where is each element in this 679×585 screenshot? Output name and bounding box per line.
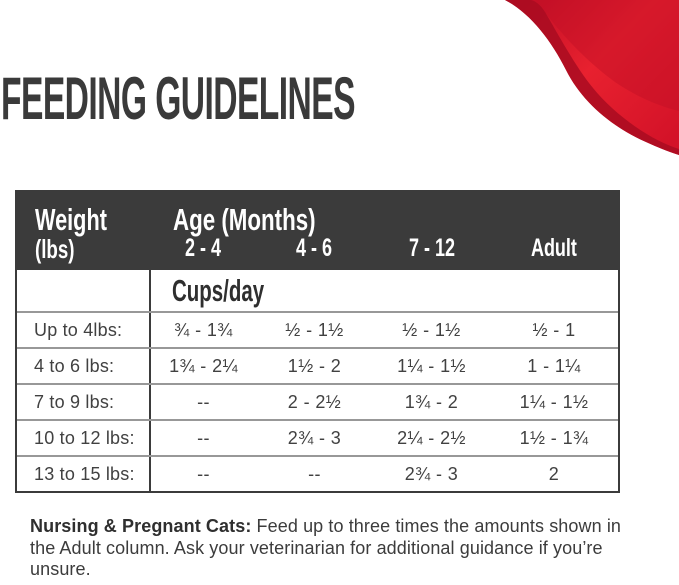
age-col-4-6-label: 4 - 6 (296, 234, 333, 262)
row-value-cell: 2 - 2½ (287, 391, 342, 412)
table-row: 7 to 9 lbs: -- 2 - 2½ 1¾ - 2 1¼ - 1½ (17, 383, 618, 419)
nursing-pregnant-footnote: Nursing & Pregnant Cats: Feed up to thre… (30, 516, 644, 581)
row-weight-label: 13 to 15 lbs: (17, 457, 151, 491)
age-months-label: Age (Months) (173, 202, 316, 237)
age-col-adult: Adult (490, 234, 618, 270)
row-value-cell: 2¼ - 2½ (397, 427, 466, 448)
row-value-cell: ½ - 1½ (402, 319, 461, 340)
row-value-cell: 1 - 1¼ (527, 355, 581, 376)
units-row: Cups/day (17, 270, 618, 311)
footnote-bold-lead: Nursing & Pregnant Cats: (30, 516, 252, 536)
row-value-cell: 2¾ - 3 (404, 463, 459, 484)
row-value-cell: 1¾ - 2 (404, 391, 459, 412)
weight-units-label: (lbs) (35, 234, 75, 264)
age-months-header: Age (Months) (151, 192, 618, 237)
units-label-cell: Cups/day (151, 273, 618, 309)
footnote-text: Feed up to three times the amounts shown… (30, 516, 622, 579)
weight-units-header: (lbs) (17, 234, 151, 270)
row-value-cell: 1½ - 2 (287, 355, 342, 376)
row-value-cell: 2 (548, 463, 560, 484)
table-row: Up to 4lbs: ¾ - 1¾ ½ - 1½ ½ - 1½ ½ - 1 (17, 311, 618, 347)
age-col-4-6: 4 - 6 (256, 234, 373, 270)
feeding-guidelines-table: Weight (lbs) Age (Months) 2 - 4 4 - 6 7 … (15, 190, 620, 493)
row-value-cell: 1½ - 1¾ (519, 427, 589, 448)
row-weight-label: 4 to 6 lbs: (17, 349, 151, 383)
row-value-cell: -- (197, 463, 210, 484)
age-col-2-4-label: 2 - 4 (185, 234, 222, 262)
row-value-cell: ½ - 1 (532, 319, 576, 340)
table-header: Weight (lbs) Age (Months) 2 - 4 4 - 6 7 … (17, 192, 618, 270)
row-weight-label: 10 to 12 lbs: (17, 421, 151, 455)
row-value-cell: 1¼ - 1½ (519, 391, 589, 412)
row-weight-label: Up to 4lbs: (17, 313, 151, 347)
age-col-7-12-label: 7 - 12 (408, 234, 455, 262)
weight-header-label: Weight (35, 202, 107, 237)
age-col-2-4: 2 - 4 (151, 234, 256, 270)
table-row: 10 to 12 lbs: -- 2¾ - 3 2¼ - 2½ 1½ - 1¾ (17, 419, 618, 455)
row-value-cell: 1¼ - 1½ (397, 355, 466, 376)
age-col-7-12: 7 - 12 (373, 234, 490, 270)
page-title: FEEDING GUIDELINES (1, 65, 356, 132)
row-value-cell: -- (197, 391, 210, 412)
table-body: Up to 4lbs: ¾ - 1¾ ½ - 1½ ½ - 1½ ½ - 1 4… (17, 311, 618, 491)
row-value-cell: 1¾ - 2¼ (169, 355, 238, 376)
age-col-adult-label: Adult (531, 234, 577, 262)
row-value-cell: -- (197, 427, 210, 448)
table-row: 4 to 6 lbs: 1¾ - 2¼ 1½ - 2 1¼ - 1½ 1 - 1… (17, 347, 618, 383)
weight-column-header: Weight (17, 192, 151, 237)
row-value-cell: ½ - 1½ (285, 319, 344, 340)
cups-per-day-label: Cups/day (172, 272, 265, 308)
table-row: 13 to 15 lbs: -- -- 2¾ - 3 2 (17, 455, 618, 491)
row-value-cell: 2¾ - 3 (287, 427, 342, 448)
row-value-cell: ¾ - 1¾ (174, 319, 233, 340)
row-value-cell: -- (308, 463, 321, 484)
units-row-spacer (17, 270, 151, 311)
row-weight-label: 7 to 9 lbs: (17, 385, 151, 419)
